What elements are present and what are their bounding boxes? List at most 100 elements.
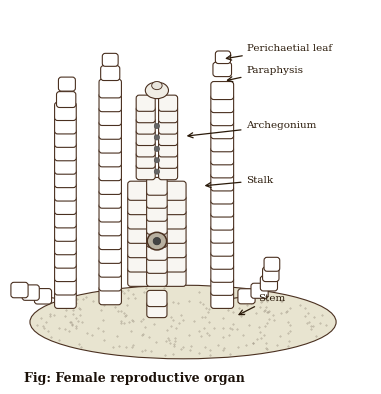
FancyBboxPatch shape [211,277,234,296]
FancyBboxPatch shape [215,51,231,63]
FancyBboxPatch shape [136,106,155,123]
FancyBboxPatch shape [211,186,234,204]
FancyBboxPatch shape [211,251,234,269]
FancyBboxPatch shape [128,210,150,229]
FancyBboxPatch shape [211,238,234,256]
FancyBboxPatch shape [147,230,167,247]
FancyBboxPatch shape [102,53,118,66]
Circle shape [154,135,160,140]
FancyBboxPatch shape [128,195,150,215]
FancyBboxPatch shape [211,147,234,165]
FancyBboxPatch shape [99,148,122,167]
FancyBboxPatch shape [99,93,122,112]
FancyBboxPatch shape [54,223,76,241]
FancyBboxPatch shape [54,263,76,282]
FancyBboxPatch shape [264,257,280,271]
FancyBboxPatch shape [54,142,76,161]
FancyBboxPatch shape [136,152,155,168]
FancyBboxPatch shape [251,283,268,298]
FancyBboxPatch shape [136,118,155,134]
FancyBboxPatch shape [54,169,76,188]
FancyBboxPatch shape [22,285,39,300]
FancyBboxPatch shape [54,236,76,255]
FancyBboxPatch shape [147,269,167,286]
FancyBboxPatch shape [99,272,122,291]
FancyBboxPatch shape [147,301,167,318]
Text: Archegonium: Archegonium [188,121,317,138]
FancyBboxPatch shape [158,95,178,112]
FancyBboxPatch shape [163,224,186,243]
FancyBboxPatch shape [128,181,150,200]
FancyBboxPatch shape [54,210,76,228]
FancyBboxPatch shape [136,141,155,157]
FancyBboxPatch shape [147,216,167,234]
FancyBboxPatch shape [211,108,234,126]
FancyBboxPatch shape [99,231,122,249]
FancyBboxPatch shape [163,210,186,229]
FancyBboxPatch shape [54,196,76,214]
Circle shape [154,158,160,163]
FancyBboxPatch shape [147,203,167,221]
FancyBboxPatch shape [99,190,122,208]
FancyBboxPatch shape [136,129,155,145]
FancyBboxPatch shape [211,173,234,191]
FancyBboxPatch shape [211,264,234,282]
FancyBboxPatch shape [147,256,167,273]
FancyBboxPatch shape [54,277,76,295]
Circle shape [154,169,160,174]
FancyBboxPatch shape [128,267,150,286]
FancyBboxPatch shape [99,176,122,194]
FancyBboxPatch shape [34,288,51,304]
FancyBboxPatch shape [158,164,178,180]
FancyBboxPatch shape [213,62,232,76]
FancyBboxPatch shape [11,282,28,298]
FancyBboxPatch shape [136,95,155,112]
FancyBboxPatch shape [99,286,122,305]
FancyBboxPatch shape [163,195,186,215]
Text: Stem: Stem [239,294,285,315]
FancyBboxPatch shape [147,177,167,195]
Ellipse shape [145,82,168,98]
FancyBboxPatch shape [211,134,234,152]
FancyBboxPatch shape [147,243,167,260]
FancyBboxPatch shape [147,290,167,307]
FancyBboxPatch shape [158,106,178,123]
FancyBboxPatch shape [54,102,76,121]
FancyBboxPatch shape [54,129,76,147]
Text: Fig: Female reproductive organ: Fig: Female reproductive organ [24,372,245,385]
Text: Perichaetial leaf: Perichaetial leaf [226,44,331,60]
FancyBboxPatch shape [128,253,150,272]
FancyBboxPatch shape [211,290,234,309]
FancyBboxPatch shape [54,115,76,134]
Ellipse shape [147,232,166,250]
Circle shape [153,238,161,245]
FancyBboxPatch shape [54,290,76,309]
FancyBboxPatch shape [211,121,234,139]
FancyBboxPatch shape [163,253,186,272]
FancyBboxPatch shape [211,160,234,178]
FancyBboxPatch shape [211,82,234,100]
FancyBboxPatch shape [99,217,122,236]
FancyBboxPatch shape [211,199,234,217]
FancyBboxPatch shape [54,183,76,201]
FancyBboxPatch shape [54,156,76,174]
FancyBboxPatch shape [58,77,75,91]
FancyBboxPatch shape [158,129,178,145]
Ellipse shape [152,82,162,89]
Text: Paraphysis: Paraphysis [227,66,304,82]
FancyBboxPatch shape [260,276,277,291]
FancyBboxPatch shape [99,79,122,98]
FancyBboxPatch shape [99,203,122,222]
FancyBboxPatch shape [238,289,255,304]
FancyBboxPatch shape [158,141,178,157]
FancyBboxPatch shape [211,95,234,113]
FancyBboxPatch shape [263,267,279,282]
Text: Stalk: Stalk [206,176,274,188]
FancyBboxPatch shape [163,238,186,258]
FancyBboxPatch shape [99,162,122,180]
Ellipse shape [30,285,336,359]
FancyBboxPatch shape [54,250,76,268]
FancyBboxPatch shape [99,121,122,139]
FancyBboxPatch shape [158,118,178,134]
FancyBboxPatch shape [136,164,155,180]
